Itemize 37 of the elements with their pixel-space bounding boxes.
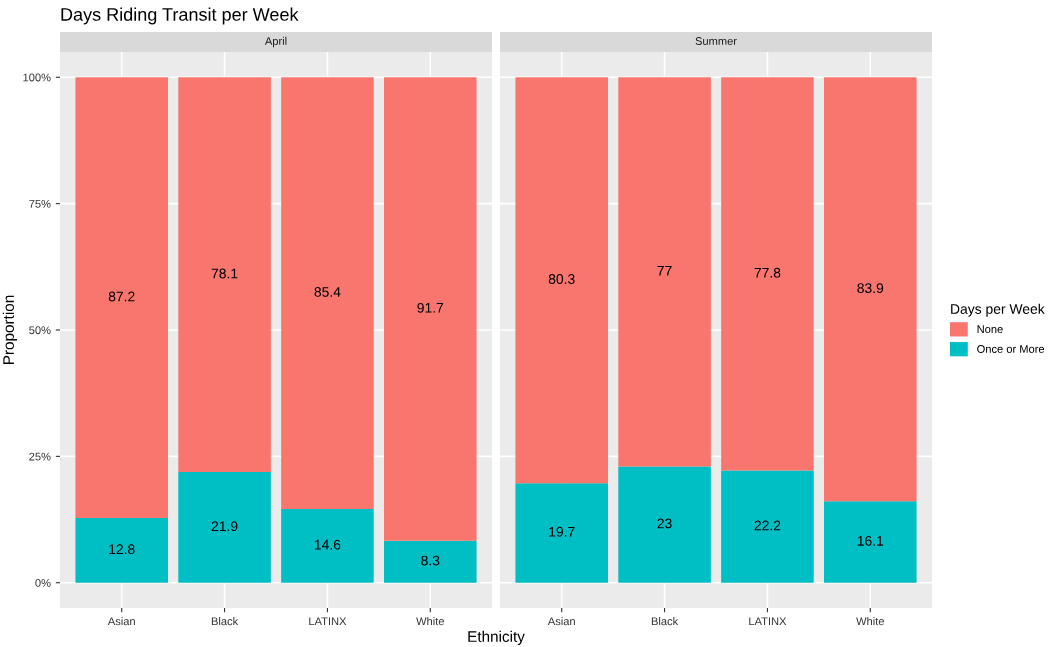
- y-tick-label: 100%: [23, 73, 51, 82]
- x-tick-label: LATINX: [309, 617, 347, 626]
- legend-label: Once or More: [977, 345, 1045, 353]
- x-tick-label: Asian: [547, 617, 575, 626]
- y-tick-label: 0%: [35, 578, 51, 587]
- legend-label: None: [977, 325, 1003, 334]
- data-label: 19.7: [549, 526, 575, 537]
- data-label: 78.1: [211, 268, 238, 279]
- data-label: 80.3: [548, 274, 575, 284]
- legend-title: Days per Week: [951, 303, 1045, 317]
- y-tick-label: 75%: [29, 199, 51, 208]
- x-tick-label: White: [416, 617, 444, 626]
- data-label: 77.8: [754, 267, 781, 278]
- x-tick-label: Asian: [107, 617, 135, 626]
- chart-subtitle: April: [264, 36, 287, 48]
- x-tick-label: LATINX: [749, 617, 787, 626]
- data-label: 22.2: [754, 520, 781, 531]
- data-label: 77: [657, 265, 672, 276]
- y-tick-label: 25%: [29, 452, 51, 461]
- data-label: 23: [657, 518, 672, 529]
- y-axis-title: Proportion: [2, 295, 17, 364]
- data-label: 85.4: [314, 287, 341, 297]
- chart-subtitle: Summer: [695, 37, 737, 45]
- chart-title: Days Riding Transit per Week: [61, 7, 299, 25]
- data-label: 14.6: [314, 539, 341, 550]
- x-tick-label: White: [856, 617, 884, 626]
- data-label: 16.1: [857, 535, 884, 546]
- data-label: 12.8: [109, 544, 135, 555]
- x-tick-label: Black: [211, 617, 239, 626]
- x-axis-title: Ethnicity: [468, 630, 525, 645]
- y-tick-label: 50%: [29, 326, 51, 335]
- data-label: 8.3: [421, 555, 440, 566]
- x-tick-label: Black: [651, 617, 679, 626]
- data-label: 87.2: [108, 291, 135, 302]
- data-label: 83.9: [857, 283, 884, 294]
- data-label: 91.7: [417, 302, 444, 313]
- data-label: 21.9: [211, 521, 238, 532]
